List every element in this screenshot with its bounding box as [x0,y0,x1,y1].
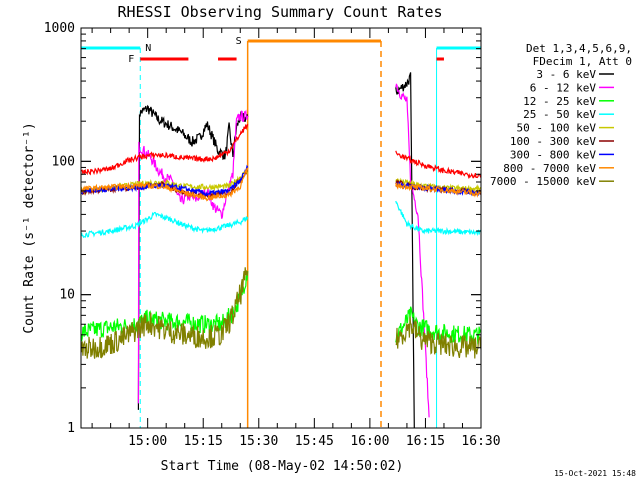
y-tick-label: 1000 [44,21,75,36]
y-axis-label: Count Rate (s⁻¹ detector⁻¹) [22,122,37,333]
legend-entry-label: 7000 - 15000 keV [490,175,596,188]
legend-entry-label: 3 - 6 keV [536,68,596,81]
legend-entry-label: 50 - 100 keV [517,122,597,135]
x-tick-label: 15:00 [128,434,167,449]
plot-clip-group [81,39,481,428]
series-line-3 [81,271,249,342]
legend-entry-label: 100 - 300 keV [510,135,596,148]
legend-entry-label: 25 - 50 keV [523,108,596,121]
y-tick-label: 10 [59,288,75,303]
legend-entry-label: 800 - 7000 keV [503,162,596,175]
series-line-9 [81,267,249,359]
series-line-8 [395,182,481,198]
axes: 1 10 100 1000 15:00 15:15 15:30 15:45 16:00 16:15… [44,21,501,449]
legend-entry-label: 12 - 25 keV [523,95,596,108]
legend-header-line-1: Det 1,3,4,5,6,9, [526,42,632,55]
flare-flag-label: F [128,54,134,65]
x-axis-label: Start Time (08-May-02 14:50:02) [161,459,404,474]
x-tick-label: 15:15 [184,434,223,449]
x-tick-label: 16:30 [461,434,500,449]
series-line-4 [81,211,249,239]
legend: Det 1,3,4,5,6,9, FDecim 1, Att 0 3 - 6 k… [490,42,632,188]
timestamp: 15-Oct-2021 15:48 [554,469,636,478]
y-tick-label: 1 [67,421,75,436]
series-line-7 [81,164,249,198]
plot-frame [80,27,482,429]
series-line-9 [395,316,481,360]
series-line-1 [395,72,415,428]
plot-area: N S F [81,36,481,428]
legend-entry-label: 300 - 800 keV [510,148,596,161]
series-line-10 [81,124,249,176]
legend-entry-label: 6 - 12 keV [530,81,597,94]
legend-header-line-2: FDecim 1, Att 0 [533,55,632,68]
saa-flag-label: S [236,36,242,47]
series-line-4 [395,200,481,237]
night-flag-label: N [145,43,151,54]
series-line-8 [81,167,248,202]
chart-title: RHESSI Observing Summary Count Rates [117,3,442,21]
x-tick-label: 16:15 [406,434,445,449]
x-tick-label: 15:30 [239,434,278,449]
y-tick-label: 100 [52,154,75,169]
series-line-2 [137,109,249,404]
x-tick-label: 15:45 [295,434,334,449]
series-line-1 [137,104,249,410]
x-tick-label: 16:00 [350,434,389,449]
